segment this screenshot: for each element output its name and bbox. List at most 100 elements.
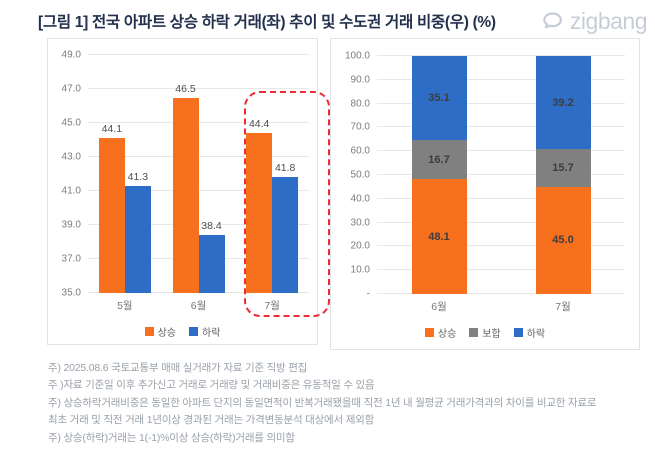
y-tick-label: 80.0 xyxy=(350,98,370,110)
bar-group-7월: 44.4 41.8 xyxy=(235,55,309,293)
zigbang-logo: zigbang xyxy=(540,7,648,35)
gridline xyxy=(377,293,625,294)
gridline xyxy=(377,245,625,247)
y-tick-label: 39.0 xyxy=(61,219,81,231)
segment-보합: 15.7 xyxy=(535,149,591,187)
gridline xyxy=(377,78,625,80)
gridline xyxy=(377,55,625,56)
y-tick-label: 40.0 xyxy=(350,193,370,205)
y-tick-label: 30.0 xyxy=(350,217,370,229)
left-chart-plot-area: 44.1 41.3 46.5 38.4 44.4 41.8 xyxy=(88,54,309,293)
legend-item-하락: 하락 xyxy=(189,324,220,339)
category-label: 6월 xyxy=(190,300,207,312)
y-tick-label: 100.0 xyxy=(344,50,370,62)
left-chart-legend: 상승 하락 xyxy=(48,324,317,339)
bar-하락: 41.8 xyxy=(272,162,299,293)
bar-value-label: 44.1 xyxy=(101,123,123,136)
figure-title: [그림 1] 전국 아파트 상승 하락 거래(좌) 추이 및 수도권 거래 비중… xyxy=(38,14,496,31)
right-chart-y-axis: 100.0 90.0 80.0 70.0 60.0 50.0 40.0 30.0 20.0 10.… xyxy=(331,51,377,300)
segment-value-label: 48.1 xyxy=(428,230,450,243)
gridline xyxy=(377,126,625,128)
segment-value-label: 35.1 xyxy=(428,91,450,104)
left-chart-x-axis: 5월 6월 7월 xyxy=(88,298,309,313)
y-tick-label: 37.0 xyxy=(61,253,81,265)
legend-label: 보합 xyxy=(482,329,501,340)
y-tick-label: - xyxy=(366,288,370,300)
gridline xyxy=(377,150,625,152)
bar-하락: 41.3 xyxy=(124,171,151,293)
bar-value-label: 46.5 xyxy=(175,82,196,95)
category-label: 6월 xyxy=(431,301,447,313)
y-tick-label: 43.0 xyxy=(61,151,81,163)
legend-swatch xyxy=(513,328,523,337)
stack-column-6월: 48.1 16.7 35.1 xyxy=(377,56,501,294)
bar-하락: 38.4 xyxy=(198,220,225,293)
stacked-bar-7월: 45.0 15.7 39.2 xyxy=(535,56,591,294)
bar-group-6월: 46.5 38.4 xyxy=(162,55,236,293)
segment-상승: 45.0 xyxy=(535,186,591,294)
gridline xyxy=(88,88,309,89)
y-tick-label: 60.0 xyxy=(350,145,370,157)
segment-하락: 39.2 xyxy=(535,56,591,150)
gridline xyxy=(88,190,309,191)
y-tick-label: 47.0 xyxy=(61,83,81,95)
gridline xyxy=(377,174,625,175)
right-chart-panel: 100.0 90.0 80.0 70.0 60.0 50.0 40.0 30.0 20.0 10.… xyxy=(330,38,640,350)
category-label: 7월 xyxy=(264,300,280,312)
y-tick-label: 35.0 xyxy=(61,287,81,299)
gridline xyxy=(377,269,625,271)
gridline xyxy=(88,54,309,55)
legend-label: 하락 xyxy=(202,328,221,339)
y-tick-label: 70.0 xyxy=(350,121,370,133)
right-chart-legend: 상승 보합 하락 xyxy=(331,325,639,340)
charts-row: 49.0 47.0 45.0 43.0 41.0 39.0 37.0 35.0 44.1 41.… xyxy=(47,38,640,350)
bar-상승: 44.1 xyxy=(98,123,125,293)
legend-swatch xyxy=(424,328,434,337)
legend-swatch xyxy=(469,328,479,337)
bar-value-label: 44.4 xyxy=(248,118,270,131)
y-tick-label: 41.0 xyxy=(61,185,81,197)
legend-swatch xyxy=(189,327,198,336)
segment-상승: 48.1 xyxy=(411,179,467,294)
footnote-line: 주) 상승(하락)거래는 1(-1)%이상 상승(하락)거래를 의미함 xyxy=(48,431,295,444)
right-chart-plot-area: 48.1 16.7 35.1 45.0 15.7 39.2 xyxy=(377,55,625,294)
footnotes: 주) 2025.08.6 국토교통부 매매 실거래가 자료 기준 직방 편집 주 … xyxy=(48,360,645,447)
stack-column-7월: 45.0 15.7 39.2 xyxy=(501,56,625,294)
left-chart-panel: 49.0 47.0 45.0 43.0 41.0 39.0 37.0 35.0 44.1 41.… xyxy=(47,38,330,345)
bar-value-label: 41.3 xyxy=(127,170,149,183)
right-chart-x-axis: 6월 7월 xyxy=(377,299,625,314)
segment-보합: 16.7 xyxy=(411,139,467,180)
bar-groups: 44.1 41.3 46.5 38.4 44.4 41.8 xyxy=(88,55,309,293)
legend-label: 하락 xyxy=(526,329,546,340)
y-tick-label: 50.0 xyxy=(350,169,370,181)
gridline xyxy=(377,197,625,199)
bar-value-label: 41.8 xyxy=(274,162,296,175)
segment-value-label: 39.2 xyxy=(552,96,574,109)
segment-하락: 35.1 xyxy=(411,56,467,140)
legend-swatch xyxy=(144,327,154,336)
gridline xyxy=(377,221,625,223)
y-tick-label: 20.0 xyxy=(350,240,370,252)
footnote-line: 최초 거래 및 직전 거래 1년이상 경과된 거래는 가격변동분석 대상에서 제… xyxy=(48,414,375,427)
y-tick-label: 45.0 xyxy=(61,117,81,129)
segment-value-label: 15.7 xyxy=(552,162,574,175)
legend-item-보합: 보합 xyxy=(469,325,501,340)
stacked-bar-6월: 48.1 16.7 35.1 xyxy=(411,56,467,294)
footnote-line: 주) 2025.08.6 국토교통부 매매 실거래가 자료 기준 직방 편집 xyxy=(48,362,308,374)
legend-item-상승: 상승 xyxy=(144,324,176,339)
y-tick-label: 90.0 xyxy=(350,74,370,86)
bar-group-5월: 44.1 41.3 xyxy=(88,55,162,293)
footnote-line: 주) 상승하락거래비중은 동일한 아파트 단지의 동일면적이 반복거래됐을때 직… xyxy=(48,396,597,409)
gridline xyxy=(88,156,309,157)
zigbang-logo-text: zigbang xyxy=(569,7,648,34)
legend-item-하락: 하락 xyxy=(513,325,546,340)
gridline xyxy=(88,122,309,123)
category-label: 7월 xyxy=(555,301,571,313)
zigbang-logo-icon xyxy=(540,9,565,34)
gridline xyxy=(88,224,309,225)
segment-value-label: 16.7 xyxy=(428,153,450,166)
bar-상승: 46.5 xyxy=(172,83,199,293)
figure-header: [그림 1] 전국 아파트 상승 하락 거래(좌) 추이 및 수도권 거래 비중… xyxy=(38,6,648,36)
bar-value-label: 38.4 xyxy=(201,220,222,233)
